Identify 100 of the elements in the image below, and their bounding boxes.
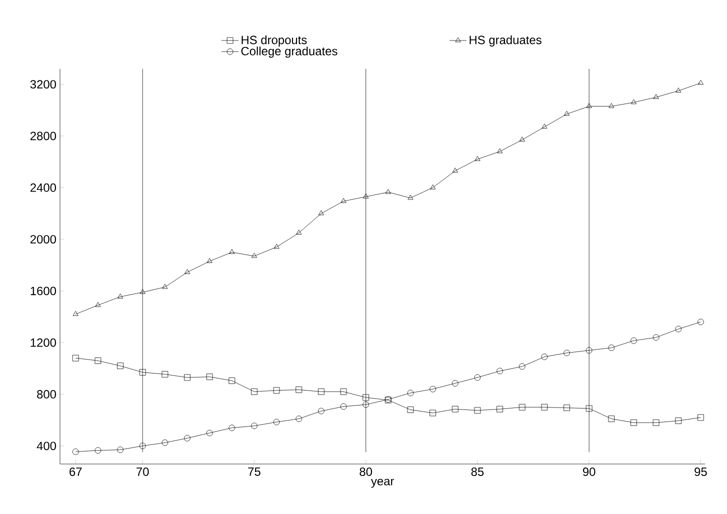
- point: [206, 374, 213, 380]
- point: [274, 244, 280, 249]
- point: [452, 168, 458, 173]
- point: [318, 408, 324, 414]
- point: [139, 442, 146, 450]
- y-tick-label: 2000: [30, 235, 56, 244]
- legend-label: College graduates: [241, 46, 338, 58]
- point: [340, 388, 347, 395]
- point: [296, 230, 302, 235]
- point: [140, 289, 146, 294]
- point: [675, 326, 682, 332]
- point: [698, 318, 704, 326]
- point: [95, 302, 101, 307]
- x-tick-label: 70: [136, 468, 149, 476]
- point: [541, 404, 548, 410]
- point: [586, 347, 592, 354]
- point: [117, 446, 124, 453]
- y-tick-label: 800: [37, 390, 56, 398]
- point: [586, 405, 592, 412]
- point: [251, 422, 258, 430]
- x-tick-label: 67: [70, 468, 82, 476]
- point: [518, 363, 526, 370]
- point: [630, 419, 637, 426]
- point: [496, 368, 503, 374]
- point: [430, 386, 436, 392]
- point: [228, 378, 236, 384]
- x-tick-label: 85: [471, 468, 484, 476]
- point: [139, 369, 146, 376]
- y-tick-label: 2400: [30, 183, 56, 192]
- point: [497, 148, 503, 154]
- point: [496, 406, 503, 412]
- x-tick-label: 90: [583, 468, 596, 476]
- point: [407, 390, 414, 396]
- point: [94, 447, 102, 454]
- x-tick-label: 95: [694, 468, 707, 476]
- point: [653, 94, 659, 99]
- point: [162, 440, 168, 446]
- x-axis-title: year: [370, 478, 394, 488]
- point: [72, 311, 78, 316]
- point: [542, 124, 548, 129]
- point: [430, 410, 436, 416]
- point: [564, 350, 570, 356]
- point: [94, 358, 102, 364]
- y-tick-label: 3200: [30, 80, 56, 89]
- point: [228, 424, 236, 432]
- point: [340, 198, 346, 203]
- point: [206, 430, 213, 436]
- point: [430, 184, 436, 190]
- point: [474, 407, 481, 414]
- point: [229, 249, 235, 254]
- x-tick-label: 75: [248, 468, 260, 476]
- point: [541, 354, 548, 360]
- point: [340, 403, 347, 410]
- point: [608, 344, 615, 351]
- point: [474, 374, 481, 381]
- point: [608, 416, 615, 422]
- point: [407, 406, 414, 413]
- point: [296, 386, 302, 393]
- point: [608, 103, 614, 108]
- point: [162, 371, 168, 378]
- point: [519, 136, 525, 142]
- y-tick-label: 1200: [30, 338, 56, 347]
- point: [652, 419, 660, 426]
- point: [564, 404, 570, 412]
- point: [117, 294, 124, 298]
- point: [318, 210, 324, 216]
- y-tick-label: 2800: [30, 132, 56, 140]
- point: [318, 388, 324, 395]
- point: [698, 414, 704, 421]
- x-tick-label: 80: [360, 468, 372, 476]
- point: [251, 388, 258, 395]
- point: [676, 88, 682, 92]
- point: [452, 380, 458, 386]
- point: [184, 434, 190, 442]
- point: [675, 418, 682, 424]
- point: [452, 406, 458, 412]
- point: [630, 99, 637, 104]
- point: [117, 362, 124, 370]
- point: [586, 103, 592, 108]
- point: [362, 401, 370, 408]
- point: [630, 337, 637, 344]
- point: [363, 193, 369, 198]
- y-tick-label: 400: [36, 442, 56, 450]
- point: [72, 448, 79, 455]
- point: [362, 394, 370, 401]
- point: [385, 188, 391, 194]
- point: [564, 110, 570, 116]
- y-tick-label: 1600: [30, 286, 56, 296]
- point: [162, 284, 168, 289]
- legend-label: HS graduates: [470, 35, 542, 47]
- legend-label: HS dropouts: [242, 35, 307, 47]
- point: [273, 387, 280, 394]
- point: [518, 404, 526, 410]
- point: [474, 156, 480, 161]
- point: [408, 194, 414, 200]
- point: [206, 258, 212, 263]
- point: [273, 418, 280, 426]
- point: [72, 354, 79, 362]
- point: [296, 416, 302, 422]
- point: [698, 80, 704, 85]
